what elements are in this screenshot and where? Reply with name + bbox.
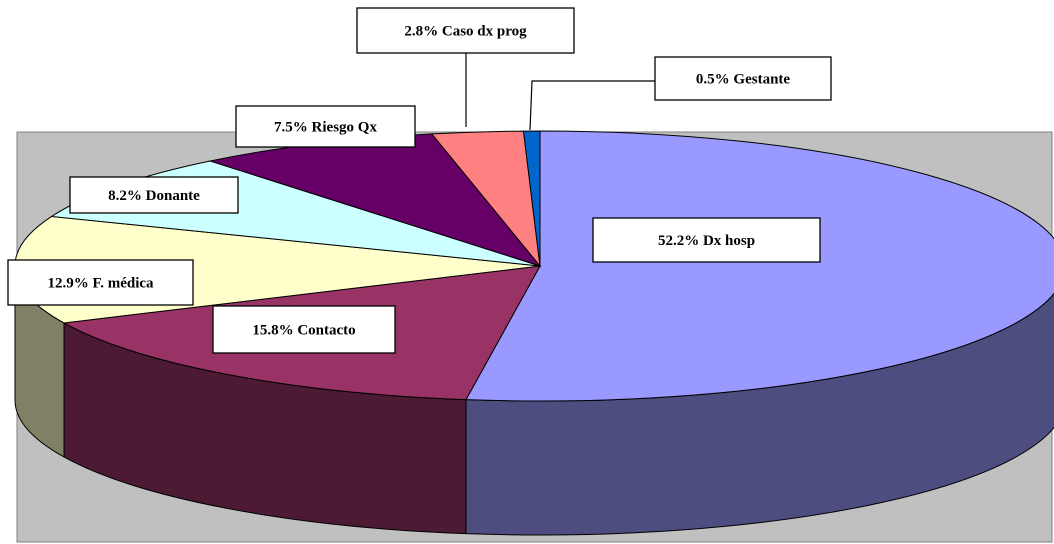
leader-lines xyxy=(465,53,655,131)
data-label-3: 8.2% Donante xyxy=(69,176,239,214)
pie-sides xyxy=(14,265,1054,536)
slice-gestante xyxy=(522,130,541,267)
data-label-6: 0.5% Gestante xyxy=(654,56,832,101)
data-label-text: 15.8% Contacto xyxy=(252,323,355,339)
data-label-2: 12.9% F. médica xyxy=(7,259,194,306)
data-label-box xyxy=(7,259,194,306)
data-label-text: 12.9% F. médica xyxy=(47,276,154,292)
slice-dx-hosp xyxy=(465,130,1054,402)
data-label-box xyxy=(592,217,821,263)
data-label-box xyxy=(235,105,416,148)
data-label-1: 15.8% Contacto xyxy=(212,305,396,354)
data-label-0: 52.2% Dx hosp xyxy=(592,217,821,263)
leader-line-6 xyxy=(529,80,655,131)
data-label-text: 8.2% Donante xyxy=(108,188,200,204)
data-label-text: 7.5% Riesgo Qx xyxy=(274,120,377,136)
data-label-box xyxy=(654,56,832,101)
data-label-box xyxy=(356,7,575,54)
data-label-text: 52.2% Dx hosp xyxy=(658,233,755,249)
data-label-box xyxy=(69,176,239,214)
data-label-text: 0.5% Gestante xyxy=(696,72,790,88)
data-label-4: 7.5% Riesgo Qx xyxy=(235,105,416,148)
data-label-text: 2.8% Caso dx prog xyxy=(404,24,527,40)
data-label-box xyxy=(212,305,396,354)
data-label-5: 2.8% Caso dx prog xyxy=(356,7,575,54)
data-labels: 52.2% Dx hosp 15.8% Contacto 12.9% F. médi… xyxy=(7,7,832,354)
